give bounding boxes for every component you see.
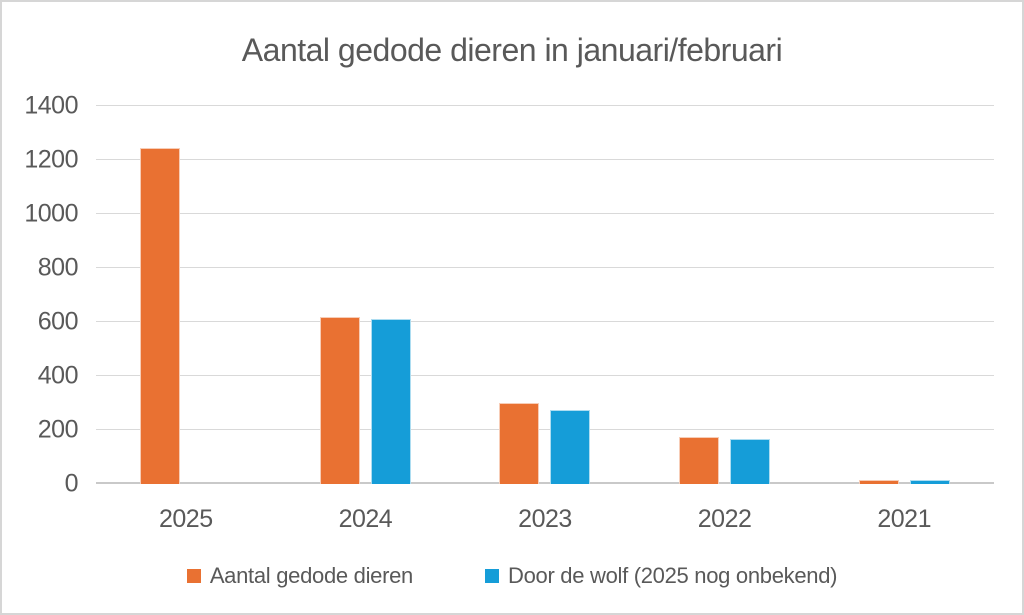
chart-title: Aantal gedode dieren in januari/februari <box>241 32 783 68</box>
bar-groups <box>96 106 994 484</box>
y-tick-label-0: 0 <box>64 469 79 498</box>
x-tick-label-2025: 2025 <box>158 505 213 533</box>
y-tick-label-1000: 1000 <box>24 199 78 228</box>
bar-2021-series1 <box>858 479 899 484</box>
x-tick-label-2024: 2024 <box>338 505 393 533</box>
y-tick-label-800: 800 <box>37 253 79 282</box>
legend-swatch-icon <box>485 569 499 583</box>
bar-2023-series2 <box>550 409 591 484</box>
x-tick-label-2022: 2022 <box>697 505 752 533</box>
bar-2023-series1 <box>499 403 540 484</box>
y-tick-label-400: 400 <box>37 361 79 390</box>
legend: Aantal gedode dieren Door de wolf (2025 n… <box>2 563 1022 589</box>
gridline-1000 <box>96 213 994 214</box>
bar-group-2023 <box>455 106 635 484</box>
bar-2024-series2 <box>370 319 411 484</box>
legend-item-series2: Door de wolf (2025 nog onbekend) <box>485 563 837 589</box>
gridline-600 <box>96 321 994 322</box>
bar-2021-series2 <box>909 479 950 484</box>
legend-label: Door de wolf (2025 nog onbekend) <box>508 563 838 588</box>
plot-area <box>96 105 994 484</box>
x-tick-label-2023: 2023 <box>518 505 572 533</box>
bar-2024-series1 <box>319 316 360 484</box>
x-axis: 2025 2024 2023 2022 2021 <box>96 505 994 534</box>
y-tick-label-1400: 1400 <box>24 91 78 120</box>
x-tick-label-2021: 2021 <box>877 505 931 533</box>
gridline-400 <box>96 375 994 376</box>
bar-2022-series1 <box>679 436 720 484</box>
gridline-200 <box>96 429 994 430</box>
bar-group-2021 <box>814 106 994 484</box>
x-axis-baseline <box>96 482 994 484</box>
y-tick-label-600: 600 <box>37 307 79 336</box>
bar-group-2025 <box>96 106 276 484</box>
legend-item-series1: Aantal gedode dieren <box>186 563 413 589</box>
gridline-800 <box>96 267 994 268</box>
bar-2022-series2 <box>730 439 771 484</box>
gridline-1200 <box>96 159 994 160</box>
y-tick-label-200: 200 <box>37 415 79 444</box>
bar-group-2024 <box>276 106 456 484</box>
legend-swatch-icon <box>186 569 201 583</box>
y-tick-label-1200: 1200 <box>24 145 78 174</box>
bar-2025-series1 <box>140 147 181 484</box>
y-axis: 0 200 400 600 800 1000 1200 1400 <box>2 92 79 498</box>
gridline-1400 <box>96 105 994 106</box>
legend-label: Aantal gedode dieren <box>209 563 413 588</box>
bar-group-2022 <box>635 106 815 484</box>
